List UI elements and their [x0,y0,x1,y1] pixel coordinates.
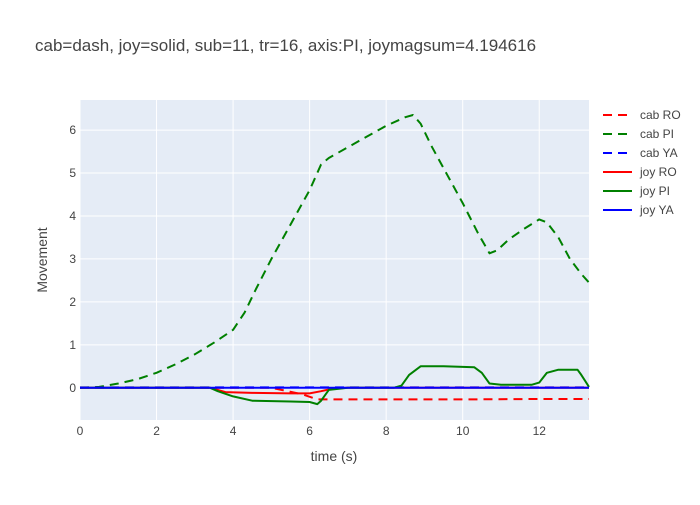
legend-item[interactable]: cab RO [603,108,681,122]
y-axis-label: Movement [34,227,50,292]
x-tick-label: 8 [383,424,390,438]
legend-item[interactable]: cab PI [603,127,674,141]
x-tick-label: 12 [533,424,547,438]
series-layer [79,114,590,406]
x-axis-label: time (s) [311,448,358,464]
legend-item[interactable]: joy PI [603,184,670,198]
x-tick-label: 0 [77,424,84,438]
y-tick-label: 3 [69,252,76,266]
legend-label: joy PI [639,184,670,198]
series-line-joy-pi [80,365,590,406]
y-tick-label: 4 [69,209,76,223]
legend-item[interactable]: cab YA [603,146,678,160]
series-line-cab-ro [80,386,589,401]
y-tick-label: 2 [69,295,76,309]
legend-label: joy YA [639,203,674,217]
legend-label: cab PI [640,127,674,141]
y-tick-label: 5 [69,166,76,180]
legend[interactable]: cab RO cab PI cab YA joy RO joy PI joy YA [603,108,681,217]
y-tick-label: 1 [69,338,76,352]
x-tick-label: 10 [456,424,470,438]
chart-title: cab=dash, joy=solid, sub=11, tr=16, axis… [35,36,536,55]
y-tick-label: 0 [69,381,76,395]
x-tick-label: 6 [306,424,313,438]
legend-item[interactable]: joy YA [603,203,674,217]
legend-label: joy RO [639,165,677,179]
x-tick-label: 2 [153,424,160,438]
legend-item[interactable]: joy RO [603,165,677,179]
series-line-cab-pi [79,114,590,389]
y-tick-label: 6 [69,123,76,137]
plot-area [80,100,589,420]
legend-label: cab YA [640,146,678,160]
legend-label: cab RO [640,108,681,122]
x-tick-label: 4 [230,424,237,438]
